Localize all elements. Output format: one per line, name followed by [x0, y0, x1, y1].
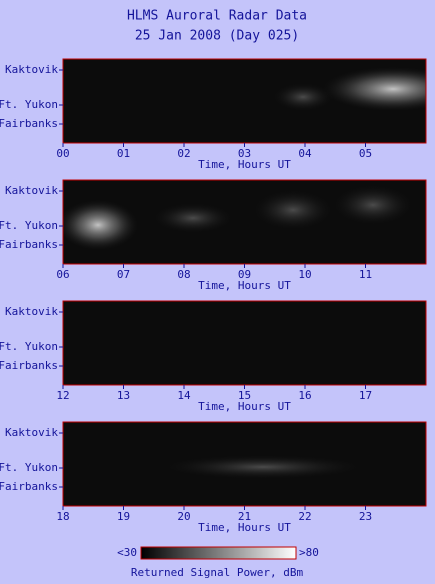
x-tick-label: 03: [238, 147, 251, 160]
x-tick-label: 08: [177, 268, 190, 281]
x-tick-label: 17: [359, 389, 372, 402]
station-label: Ft. Yukon: [0, 461, 58, 474]
station-label: Ft. Yukon: [0, 340, 58, 353]
x-tick-label: 11: [359, 268, 372, 281]
x-tick-label: 12: [56, 389, 69, 402]
x-axis-label: Time, Hours UT: [198, 400, 291, 413]
x-tick-label: 05: [359, 147, 372, 160]
station-label: Kaktovik: [5, 184, 58, 197]
colorbar-label: Returned Signal Power, dBm: [131, 566, 304, 579]
colorbar: [140, 546, 297, 560]
x-tick-label: 14: [177, 389, 191, 402]
title: HLMS Auroral Radar Data: [127, 9, 307, 24]
x-tick-label: 01: [117, 147, 130, 160]
echo: [273, 83, 333, 111]
x-axis-label: Time, Hours UT: [198, 279, 291, 292]
x-tick-label: 23: [359, 510, 372, 523]
x-tick-label: 20: [177, 510, 190, 523]
station-label: Fairbanks: [0, 359, 58, 372]
x-tick-label: 02: [177, 147, 190, 160]
x-axis-label: Time, Hours UT: [198, 521, 291, 534]
x-tick-label: 07: [117, 268, 130, 281]
x-tick-label: 09: [238, 268, 251, 281]
x-tick-label: 21: [238, 510, 251, 523]
station-label: Ft. Yukon: [0, 219, 58, 232]
echoes: [163, 455, 363, 479]
echoes: [63, 185, 413, 250]
x-tick-label: 06: [56, 268, 69, 281]
station-label: Fairbanks: [0, 480, 58, 493]
x-tick-label: 13: [117, 389, 130, 402]
x-tick-label: 04: [298, 147, 312, 160]
subtitle: 25 Jan 2008 (Day 025): [135, 29, 299, 44]
echo: [428, 81, 435, 117]
x-tick-label: 18: [56, 510, 69, 523]
x-tick-label: 22: [298, 510, 311, 523]
panel: [63, 301, 426, 385]
station-label: Fairbanks: [0, 238, 58, 251]
echo: [323, 67, 426, 111]
station-label: Kaktovik: [5, 63, 58, 76]
station-label: Ft. Yukon: [0, 98, 58, 111]
echoes: [273, 67, 435, 117]
station-label: Kaktovik: [5, 305, 58, 318]
x-tick-label: 19: [117, 510, 130, 523]
echo: [333, 185, 413, 225]
station-label: Fairbanks: [0, 117, 58, 130]
station-label: Kaktovik: [5, 426, 58, 439]
echo: [253, 190, 333, 230]
x-tick-label: 15: [238, 389, 251, 402]
echo: [63, 200, 138, 250]
echo: [153, 203, 233, 233]
colorbar-max: >80: [299, 546, 319, 559]
echo: [163, 455, 363, 479]
x-axis-label: Time, Hours UT: [198, 158, 291, 171]
x-tick-label: 16: [298, 389, 311, 402]
colorbar-min: <30: [117, 546, 137, 559]
x-tick-label: 10: [298, 268, 311, 281]
x-tick-label: 00: [56, 147, 69, 160]
